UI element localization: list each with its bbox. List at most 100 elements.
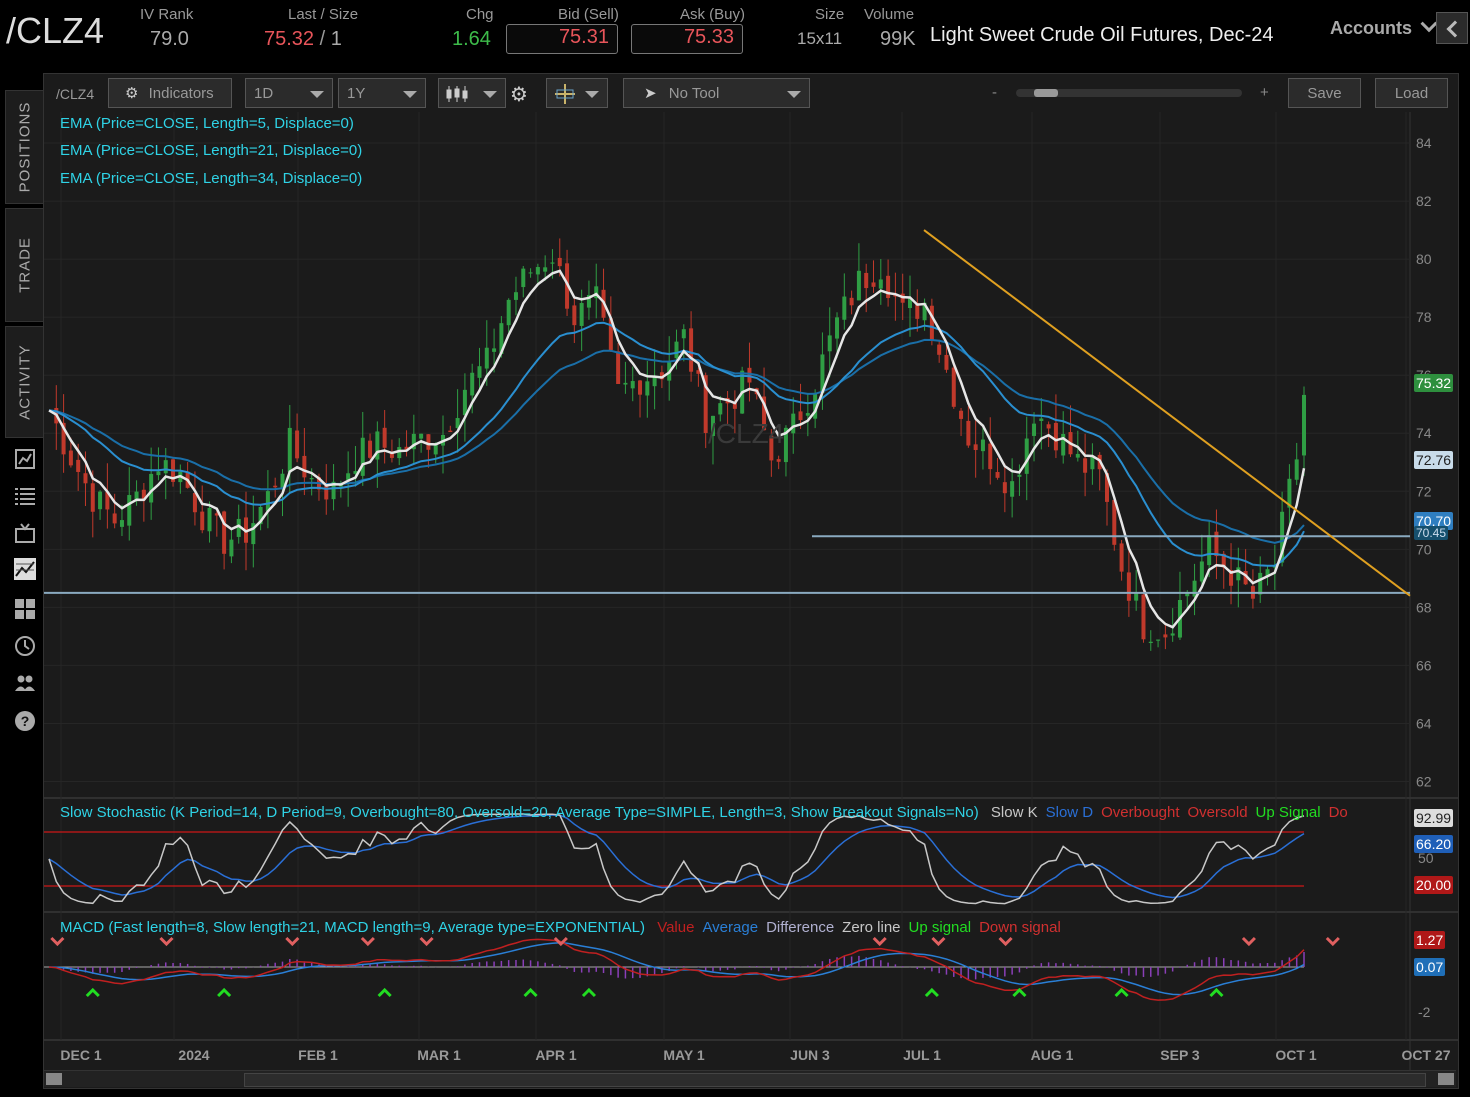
chg-value: 1.64 [452, 28, 491, 50]
ask-button[interactable]: 75.33 [631, 24, 743, 54]
candle-body [645, 381, 650, 396]
down-signal-arrow [419, 936, 434, 947]
candle-body [783, 427, 788, 463]
tab-activity[interactable]: ACTIVITY [5, 326, 45, 438]
stochastic-title[interactable]: Slow Stochastic (K Period=14, D Period=9… [60, 804, 1348, 821]
candle-body [871, 282, 876, 287]
chart-toolbar: /CLZ4 ⚙ Indicators 1D 1Y ⚙ ➤ No Tool - +… [44, 74, 1458, 112]
bid-label: Bid (Sell) [558, 6, 619, 23]
macd-tick-label: -2 [1418, 1004, 1431, 1020]
chevron-down-icon [787, 91, 801, 98]
accounts-label: Accounts [1330, 18, 1413, 38]
stochastic-legend: Slow K Slow D Overbought Oversold Up Signal D… [983, 804, 1348, 821]
candle-body [856, 270, 861, 301]
candle-body [353, 471, 358, 474]
ask-value: 75.33 [683, 26, 734, 48]
candle-body [134, 491, 139, 501]
macd-legend-item: Difference [766, 919, 835, 936]
scroll-thumb[interactable] [244, 1073, 1426, 1087]
last-price-value: 75.32 [264, 28, 315, 50]
candle-body [470, 372, 475, 396]
candle-body [389, 452, 394, 458]
candle-body [1083, 458, 1088, 473]
candle-body [1032, 423, 1037, 436]
candle-body [550, 262, 555, 264]
candle-body [732, 401, 737, 409]
tab-positions[interactable]: POSITIONS [5, 90, 45, 204]
tv-icon[interactable] [14, 522, 36, 544]
last-price-badge: 75.32 [1414, 374, 1454, 392]
load-button[interactable]: Load [1375, 78, 1448, 108]
stochastic-legend-item: Slow K [990, 804, 1038, 821]
candle-body [1039, 418, 1044, 422]
candle-body [630, 381, 635, 389]
people-icon[interactable] [14, 672, 36, 694]
indicators-button[interactable]: ⚙ Indicators [108, 78, 232, 108]
ema-21-label[interactable]: EMA (Price=CLOSE, Length=21, Displace=0) [60, 142, 363, 159]
candle-body [798, 411, 803, 421]
candle-body [689, 328, 694, 372]
candle-body [258, 506, 263, 525]
ema-34-label[interactable]: EMA (Price=CLOSE, Length=34, Displace=0) [60, 170, 363, 187]
size-value: 15x11 [797, 29, 843, 48]
macd-avg-badge: 0.07 [1414, 958, 1446, 976]
zoom-minus-button[interactable]: - [992, 84, 997, 101]
candle-body [251, 523, 256, 545]
candle-body [477, 366, 482, 378]
down-signal-arrow [159, 936, 174, 947]
symbol-title[interactable]: /CLZ4 [6, 10, 105, 51]
help-icon[interactable]: ? [14, 710, 36, 732]
zoom-slider[interactable] [1016, 89, 1242, 97]
tool-value: No Tool [668, 85, 720, 102]
save-button[interactable]: Save [1288, 78, 1361, 108]
candle-body [1163, 634, 1168, 638]
candle-body [959, 410, 964, 419]
list-icon[interactable] [14, 485, 36, 507]
clock-icon[interactable] [14, 635, 36, 657]
candle-body [1287, 478, 1292, 508]
aggregation-select[interactable]: 1D [245, 78, 333, 108]
candle-body [1294, 459, 1299, 480]
candle-body [521, 268, 526, 288]
chart-style-select[interactable] [438, 78, 506, 108]
zoom-slider-handle[interactable] [1034, 89, 1058, 97]
candle-body [674, 341, 679, 359]
tool-select[interactable]: ➤ No Tool [623, 78, 810, 108]
candle-body [835, 317, 840, 339]
accounts-dropdown[interactable]: Accounts [1330, 15, 1438, 39]
analyze-icon[interactable] [14, 558, 36, 580]
down-signal-arrow [50, 936, 65, 947]
zoom-plus-button[interactable]: + [1260, 84, 1269, 101]
ema5-badge: 72.76 [1414, 451, 1454, 469]
y-tick-label: 62 [1416, 773, 1432, 789]
trend-line [923, 229, 1411, 597]
horizontal-scrollbar[interactable] [44, 1070, 1456, 1087]
grid-icon[interactable] [14, 598, 36, 620]
size-label: Size [815, 6, 845, 23]
ema-5-label[interactable]: EMA (Price=CLOSE, Length=5, Displace=0) [60, 115, 354, 132]
tab-trade[interactable]: TRADE [5, 208, 45, 322]
chart-panel: /CLZ4 ⚙ Indicators 1D 1Y ⚙ ➤ No Tool - +… [43, 73, 1459, 1089]
collapse-button[interactable] [1436, 12, 1468, 44]
settings-gear-icon[interactable]: ⚙ [510, 84, 528, 106]
candle-body [1017, 474, 1022, 477]
candle-body [1185, 592, 1190, 597]
scroll-left-arrow[interactable] [46, 1073, 62, 1085]
drawing-style-select[interactable] [546, 78, 608, 108]
chevron-left-icon [1446, 20, 1464, 38]
candle-body [886, 275, 891, 299]
candle-body [462, 389, 467, 416]
candle-body [995, 472, 1000, 478]
scroll-right-arrow[interactable] [1438, 1073, 1454, 1085]
candle-body [207, 507, 212, 532]
bid-button[interactable]: 75.31 [506, 24, 618, 54]
candle-body [579, 303, 584, 326]
candle-body [499, 323, 504, 355]
range-select[interactable]: 1Y [338, 78, 426, 108]
candle-body [346, 473, 351, 480]
macd-title[interactable]: MACD (Fast length=8, Slow length=21, MAC… [60, 919, 1061, 936]
candle-body [309, 478, 314, 480]
toolbar-symbol[interactable]: /CLZ4 [56, 86, 95, 102]
chart-icon[interactable] [14, 448, 36, 470]
